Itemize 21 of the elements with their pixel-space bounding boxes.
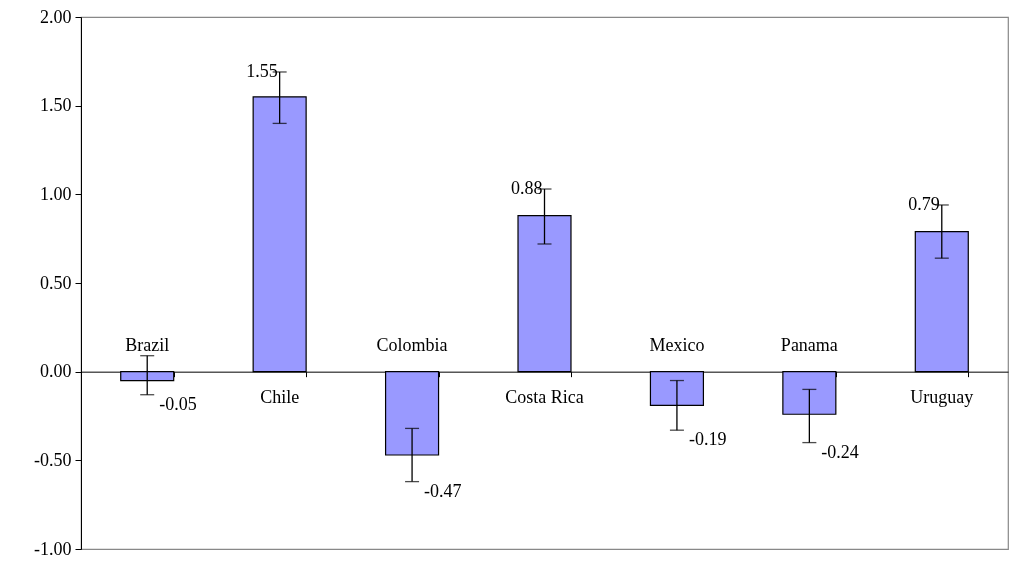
data-label: 0.79: [908, 193, 940, 214]
x-tick-label: Chile: [260, 386, 300, 407]
y-tick-label: 1.00: [40, 183, 72, 204]
y-tick-label: 0.50: [40, 272, 72, 293]
y-tick-label: 0.00: [40, 361, 72, 382]
y-tick-label: -0.50: [34, 449, 72, 470]
data-label: -0.05: [159, 393, 197, 414]
y-tick-label: 2.00: [40, 6, 72, 27]
data-label: -0.19: [688, 429, 727, 450]
data-label: -0.47: [424, 480, 462, 501]
x-tick-label: Costa Rica: [505, 386, 584, 407]
data-label: 0.88: [511, 178, 543, 199]
data-label: -0.24: [821, 441, 859, 462]
x-tick-label: Uruguay: [910, 386, 974, 407]
x-tick-label: Colombia: [376, 334, 448, 355]
y-tick-label: 1.50: [40, 95, 72, 116]
data-label: 1.55: [246, 60, 278, 81]
y-tick-label: -1.00: [34, 538, 72, 559]
x-tick-label: Brazil: [125, 334, 170, 355]
x-tick-label: Panama: [780, 334, 838, 355]
x-tick-label: Mexico: [649, 334, 705, 355]
